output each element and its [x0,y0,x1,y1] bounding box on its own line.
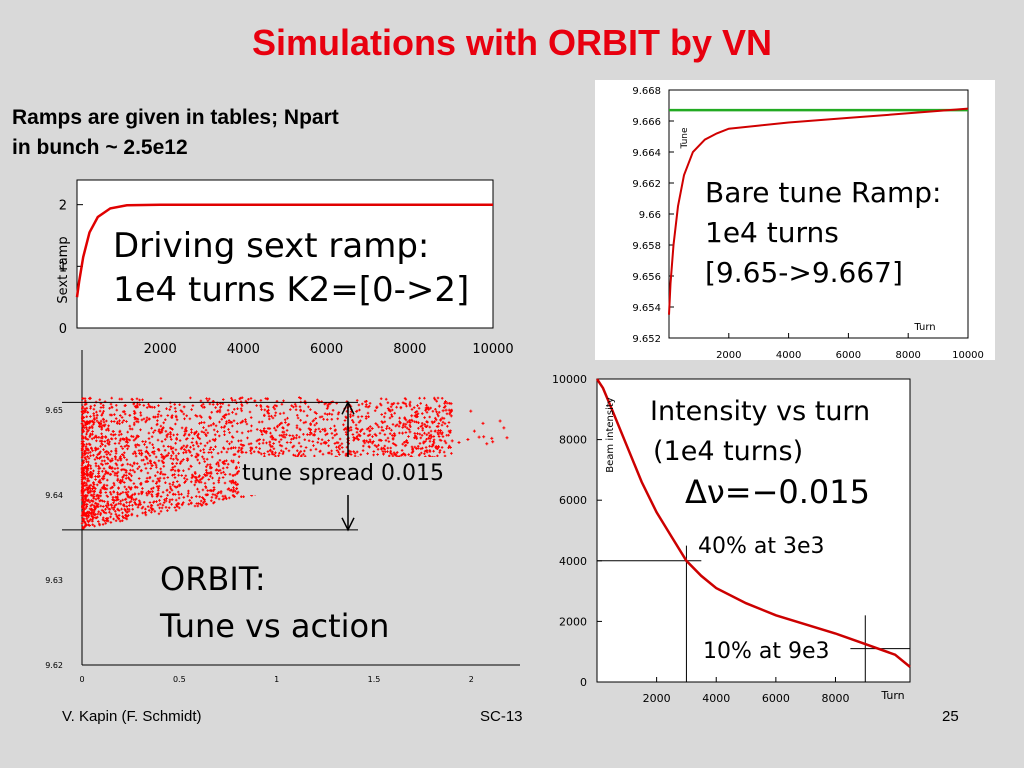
action-xtick-1: 0.5 [173,675,186,684]
tune-ytick-3: 9.658 [632,241,661,252]
spread-arrow-head-top [341,400,355,415]
action-ytick-2: 9.64 [45,491,63,500]
action-ytick-1: 9.63 [45,576,63,585]
spread-arrow-head-bottom [341,517,355,532]
sext-annotation-2: 1e4 turns K2=[0->2] [113,270,469,310]
tune-ytick-8: 9.668 [632,86,661,97]
sext-annotation-1: Driving sext ramp: [113,226,429,266]
sext-xtick-3: 8000 [393,342,426,357]
int-annotation-10: 10% at 9e3 [703,639,830,664]
action-ytick-3: 9.65 [45,406,63,415]
action-spread-label: tune spread 0.015 [242,461,444,486]
sext-ytick-2: 2 [59,199,67,214]
sext-xtick-2: 6000 [310,342,343,357]
action-xtick-2: 1 [274,675,279,684]
tune-xtick-4: 10000 [952,350,984,360]
int-xtick-2: 6000 [762,692,790,705]
tune-ytick-7: 9.666 [632,117,661,128]
tune-annotation-2: 1e4 turns [705,216,839,249]
tune-xtick-2: 6000 [836,350,861,360]
action-xtick-0: 0 [79,675,84,684]
tune-xtick-1: 4000 [776,350,801,360]
tune-annotation-3: [9.65->9.667] [705,256,903,289]
sext-xtick-0: 2000 [144,342,177,357]
int-annotation-2: (1e4 turns) [653,436,803,467]
sext-line [75,203,493,298]
intensity-chart: 0 2000 4000 6000 8000 10000 2000 4000 6000 8000 B… [552,373,911,705]
int-xtick-3: 8000 [821,692,849,705]
footer-conference: SC-13 [480,708,523,725]
sext-ramp-chart: 0 1 2 2000 4000 6000 8000 10000 Sext ramp Drivi… [56,179,514,357]
sext-xtick-1: 4000 [227,342,260,357]
sext-xtick-4: 10000 [472,342,513,357]
tune-ytick-5: 9.662 [632,179,661,190]
int-annotation-3: Δν=−0.015 [685,473,870,511]
tune-ylabel: Tune [680,127,690,150]
sext-ylabel: Sext ramp [56,236,71,303]
sext-ytick-0: 0 [59,322,67,337]
action-xtick-3: 1.5 [368,675,381,684]
int-annotation-40: 40% at 3e3 [698,534,825,559]
spread-label-bg [240,457,510,495]
tune-action-chart: 9.62 9.63 9.64 9.65 0 0.5 1 1.5 2 tune spread 0.… [45,350,520,684]
action-xtick-4: 2 [469,675,474,684]
tune-xtick-3: 8000 [895,350,920,360]
int-ytick-0: 0 [580,676,587,689]
action-ytick-0: 9.62 [45,661,63,670]
tune-ramp-line [668,107,969,315]
int-xtick-0: 2000 [643,692,671,705]
tune-ytick-0: 9.652 [632,334,661,345]
int-plot-area [596,378,911,683]
int-ytick-3: 6000 [559,494,587,507]
int-line [595,378,911,668]
tune-ramp-chart: 9.652 9.654 9.656 9.658 9.66 9.662 9.664 9.666 9… [595,80,995,360]
tune-ytick-4: 9.66 [639,210,661,221]
tune-annotation-1: Bare tune Ramp: [705,176,941,209]
tune-ytick-1: 9.654 [632,303,661,314]
int-xtick-1: 4000 [702,692,730,705]
tune-xlabel: Turn [913,322,935,333]
slide-subtitle: Ramps are given in tables; Npart in bunc… [12,103,472,163]
action-annotation-2: Tune vs action [159,607,389,645]
sext-ytick-1: 1 [59,260,67,275]
subtitle-line-1: Ramps are given in tables; Npart [12,106,339,129]
footer-page-number: 25 [942,708,959,725]
int-ytick-5: 10000 [552,373,587,386]
footer-author: V. Kapin (F. Schmidt) [62,708,202,725]
slide-title: Simulations with ORBIT by VN [251,22,773,63]
int-xlabel: Turn [880,689,904,702]
action-annotation-1: ORBIT: [160,560,266,598]
int-ytick-1: 2000 [559,615,587,628]
int-ytick-4: 8000 [559,434,587,447]
int-ytick-2: 4000 [559,555,587,568]
tune-xtick-0: 2000 [716,350,741,360]
tune-ytick-6: 9.664 [632,148,661,159]
int-annotation-1: Intensity vs turn [650,396,870,427]
int-ylabel: Beam intensity [605,397,616,472]
tune-ytick-2: 9.656 [632,272,661,283]
tune-plot-area [668,89,969,339]
subtitle-line-2: in bunch ~ 2.5e12 [12,136,188,159]
